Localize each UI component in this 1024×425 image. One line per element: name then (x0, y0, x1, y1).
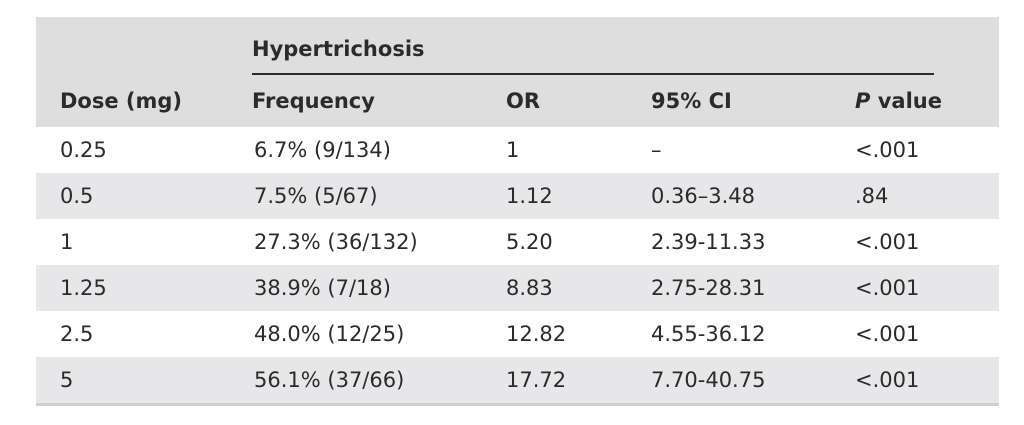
cell-p-value-value: <.001 (855, 322, 920, 346)
header-ci-label: 95% CI (651, 89, 732, 113)
group-header-hypertrichosis: Hypertrichosis (252, 37, 935, 75)
header-p-rest: value (870, 89, 942, 113)
cell-frequency: 38.9% (7/18) (252, 265, 506, 311)
header-p-value: P value (855, 75, 1000, 127)
cell-or: 12.82 (506, 311, 651, 357)
cell-or-value: 5.20 (506, 230, 553, 254)
cell-ci: 0.36–3.48 (651, 173, 855, 219)
cell-or-value: 1.12 (506, 184, 553, 208)
cell-dose: 1 (36, 219, 252, 265)
cell-dose: 5 (36, 357, 252, 406)
cell-or: 17.72 (506, 357, 651, 406)
cell-dose-value: 1 (60, 230, 74, 254)
cell-p-value: <.001 (855, 127, 999, 173)
cell-dose-value: 0.25 (60, 138, 107, 162)
cell-ci-value: 2.39-11.33 (651, 230, 766, 254)
cell-or: 1 (506, 127, 651, 173)
header-ci: 95% CI (651, 75, 855, 127)
cell-dose-value: 2.5 (60, 322, 94, 346)
cell-p-value-value: .84 (855, 184, 889, 208)
cell-frequency: 56.1% (37/66) (252, 357, 506, 406)
cell-ci: 2.75-28.31 (651, 265, 855, 311)
cell-or: 8.83 (506, 265, 651, 311)
header-or-label: OR (506, 89, 541, 113)
cell-or: 1.12 (506, 173, 651, 219)
group-header-row: Hypertrichosis (36, 17, 1000, 75)
header-frequency: Frequency (252, 75, 506, 127)
cell-or-value: 12.82 (506, 322, 567, 346)
cell-frequency-value: 48.0% (12/25) (254, 322, 405, 346)
table-row: 0.25 6.7% (9/134) 1 – <.001 (36, 127, 999, 173)
header-p-value-label: P value (855, 89, 999, 113)
table-row: 0.5 7.5% (5/67) 1.12 0.36–3.48 .84 (36, 173, 1000, 219)
cell-frequency: 7.5% (5/67) (252, 173, 506, 219)
cell-dose: 0.5 (36, 173, 252, 219)
cell-p-value-value: <.001 (855, 138, 920, 162)
cell-frequency: 27.3% (36/132) (252, 219, 506, 265)
cell-p-value-value: <.001 (855, 276, 920, 300)
hypertrichosis-table: Hypertrichosis Dose (mg) Frequency OR 95… (36, 17, 1000, 406)
cell-p-value: .84 (855, 173, 1000, 219)
header-spacer (36, 17, 252, 75)
cell-ci: 7.70-40.75 (651, 357, 855, 406)
cell-dose-value: 0.5 (60, 184, 94, 208)
cell-frequency-value: 6.7% (9/134) (254, 138, 391, 162)
column-header-row: Dose (mg) Frequency OR 95% CI P value (36, 75, 1000, 127)
header-frequency-label: Frequency (252, 89, 375, 113)
cell-ci-value: 2.75-28.31 (651, 276, 766, 300)
cell-ci: – (651, 127, 855, 173)
cell-dose-value: 5 (60, 368, 74, 392)
cell-or: 5.20 (506, 219, 651, 265)
header-dose-label: Dose (mg) (60, 89, 183, 113)
cell-frequency-value: 7.5% (5/67) (254, 184, 378, 208)
cell-frequency: 48.0% (12/25) (252, 311, 506, 357)
cell-frequency-value: 38.9% (7/18) (254, 276, 391, 300)
table-row: 2.5 48.0% (12/25) 12.82 4.55-36.12 <.001 (36, 311, 999, 357)
cell-frequency: 6.7% (9/134) (252, 127, 506, 173)
cell-p-value-value: <.001 (855, 230, 920, 254)
cell-ci-value: – (651, 138, 662, 162)
cell-frequency-value: 27.3% (36/132) (254, 230, 418, 254)
cell-ci-value: 4.55-36.12 (651, 322, 766, 346)
table-row: 1 27.3% (36/132) 5.20 2.39-11.33 <.001 (36, 219, 999, 265)
cell-ci-value: 7.70-40.75 (651, 368, 766, 392)
cell-p-value: <.001 (855, 357, 1000, 406)
cell-frequency-value: 56.1% (37/66) (254, 368, 405, 392)
cell-p-value: <.001 (855, 219, 999, 265)
cell-dose: 2.5 (36, 311, 252, 357)
header-dose: Dose (mg) (36, 75, 252, 127)
cell-ci: 2.39-11.33 (651, 219, 855, 265)
cell-dose: 1.25 (36, 265, 252, 311)
cell-dose: 0.25 (36, 127, 252, 173)
table-header: Hypertrichosis Dose (mg) Frequency OR 95… (36, 17, 1000, 127)
group-header-cell: Hypertrichosis (252, 17, 1000, 75)
header-or: OR (506, 75, 651, 127)
cell-dose-value: 1.25 (60, 276, 107, 300)
cell-p-value: <.001 (855, 265, 1000, 311)
table-body: 0.25 6.7% (9/134) 1 – <.001 0.5 7.5% (5/… (36, 127, 1000, 406)
cell-p-value: <.001 (855, 311, 999, 357)
cell-ci: 4.55-36.12 (651, 311, 855, 357)
data-table-container: Hypertrichosis Dose (mg) Frequency OR 95… (36, 17, 1000, 406)
cell-ci-value: 0.36–3.48 (651, 184, 756, 208)
cell-or-value: 17.72 (506, 368, 567, 392)
header-p-italic: P (855, 89, 871, 113)
cell-or-value: 1 (506, 138, 520, 162)
cell-or-value: 8.83 (506, 276, 553, 300)
table-row: 5 56.1% (37/66) 17.72 7.70-40.75 <.001 (36, 357, 1000, 406)
table-row: 1.25 38.9% (7/18) 8.83 2.75-28.31 <.001 (36, 265, 1000, 311)
cell-p-value-value: <.001 (855, 368, 920, 392)
